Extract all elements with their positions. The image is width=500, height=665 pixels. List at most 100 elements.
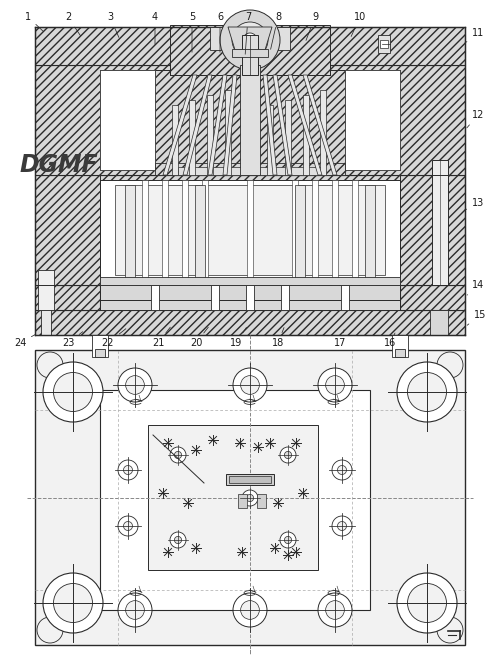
Text: 9: 9 xyxy=(306,12,318,41)
Bar xyxy=(148,425,318,570)
Bar xyxy=(38,270,54,310)
Bar xyxy=(155,163,345,175)
Text: DGMF: DGMF xyxy=(20,153,98,177)
Circle shape xyxy=(408,372,447,412)
Circle shape xyxy=(43,573,103,633)
Bar xyxy=(189,100,195,175)
Polygon shape xyxy=(228,27,272,50)
Circle shape xyxy=(397,573,457,633)
Circle shape xyxy=(284,537,292,543)
Text: 10: 10 xyxy=(351,12,366,37)
Circle shape xyxy=(246,494,254,501)
Circle shape xyxy=(170,447,186,463)
Bar xyxy=(352,180,358,285)
Bar xyxy=(380,40,388,48)
Bar xyxy=(332,180,338,285)
Circle shape xyxy=(318,593,352,627)
Bar xyxy=(312,180,318,285)
Bar xyxy=(400,285,465,310)
Bar xyxy=(142,180,148,285)
Bar xyxy=(92,335,108,357)
Circle shape xyxy=(37,352,63,378)
Bar xyxy=(292,180,298,285)
Bar xyxy=(320,90,326,175)
Text: 18: 18 xyxy=(272,328,284,348)
Bar xyxy=(170,25,330,75)
Bar xyxy=(210,27,290,50)
Text: 19: 19 xyxy=(230,327,246,348)
Circle shape xyxy=(43,362,103,422)
Circle shape xyxy=(326,600,344,619)
Bar xyxy=(155,70,345,170)
Circle shape xyxy=(332,516,352,536)
Text: 21: 21 xyxy=(152,327,171,348)
Bar xyxy=(35,310,465,335)
Circle shape xyxy=(240,376,260,394)
Bar xyxy=(432,160,448,285)
Circle shape xyxy=(240,600,260,619)
Circle shape xyxy=(124,465,132,475)
Circle shape xyxy=(437,617,463,643)
Circle shape xyxy=(318,368,352,402)
Bar xyxy=(195,185,205,285)
Text: 2: 2 xyxy=(65,12,80,36)
Text: 15: 15 xyxy=(467,310,486,325)
Circle shape xyxy=(284,452,292,459)
Bar xyxy=(178,167,322,175)
Bar xyxy=(172,105,178,175)
Bar xyxy=(100,285,400,300)
Text: 13: 13 xyxy=(465,198,484,210)
Bar xyxy=(100,300,400,310)
Text: 12: 12 xyxy=(467,110,484,128)
Bar xyxy=(35,175,465,285)
Bar xyxy=(232,49,268,57)
Circle shape xyxy=(232,22,268,58)
Bar xyxy=(295,185,305,285)
Text: 3: 3 xyxy=(107,12,119,37)
Text: 7: 7 xyxy=(245,12,251,55)
Circle shape xyxy=(170,532,186,548)
Circle shape xyxy=(280,532,296,548)
Bar xyxy=(225,90,231,175)
Bar xyxy=(100,70,400,170)
Circle shape xyxy=(326,376,344,394)
Bar xyxy=(151,285,159,310)
Bar xyxy=(100,390,370,610)
Circle shape xyxy=(220,10,280,70)
Bar xyxy=(257,494,266,508)
Text: 6: 6 xyxy=(217,12,223,53)
Bar xyxy=(100,180,400,280)
Bar xyxy=(35,27,465,65)
Circle shape xyxy=(54,372,92,412)
Bar xyxy=(226,474,274,485)
Bar xyxy=(41,310,51,335)
Bar xyxy=(345,70,400,170)
Bar xyxy=(240,65,260,175)
Text: 17: 17 xyxy=(334,330,346,348)
Circle shape xyxy=(280,447,296,463)
Circle shape xyxy=(118,368,152,402)
Circle shape xyxy=(338,465,346,475)
Bar xyxy=(238,494,247,508)
Bar xyxy=(246,285,254,310)
Circle shape xyxy=(118,460,138,480)
Circle shape xyxy=(174,537,182,543)
Bar xyxy=(115,185,385,275)
Text: 14: 14 xyxy=(467,280,484,295)
Bar xyxy=(365,185,375,285)
Circle shape xyxy=(233,368,267,402)
Bar xyxy=(35,285,100,310)
Bar xyxy=(303,95,309,175)
Bar xyxy=(182,180,188,285)
Bar xyxy=(395,349,405,357)
Polygon shape xyxy=(273,75,292,175)
Circle shape xyxy=(118,593,152,627)
Bar xyxy=(247,180,253,285)
Circle shape xyxy=(242,490,258,506)
Polygon shape xyxy=(263,75,277,175)
Bar xyxy=(207,95,213,175)
Text: 1: 1 xyxy=(25,12,43,31)
Bar xyxy=(162,180,168,285)
Circle shape xyxy=(332,460,352,480)
Polygon shape xyxy=(223,75,237,175)
